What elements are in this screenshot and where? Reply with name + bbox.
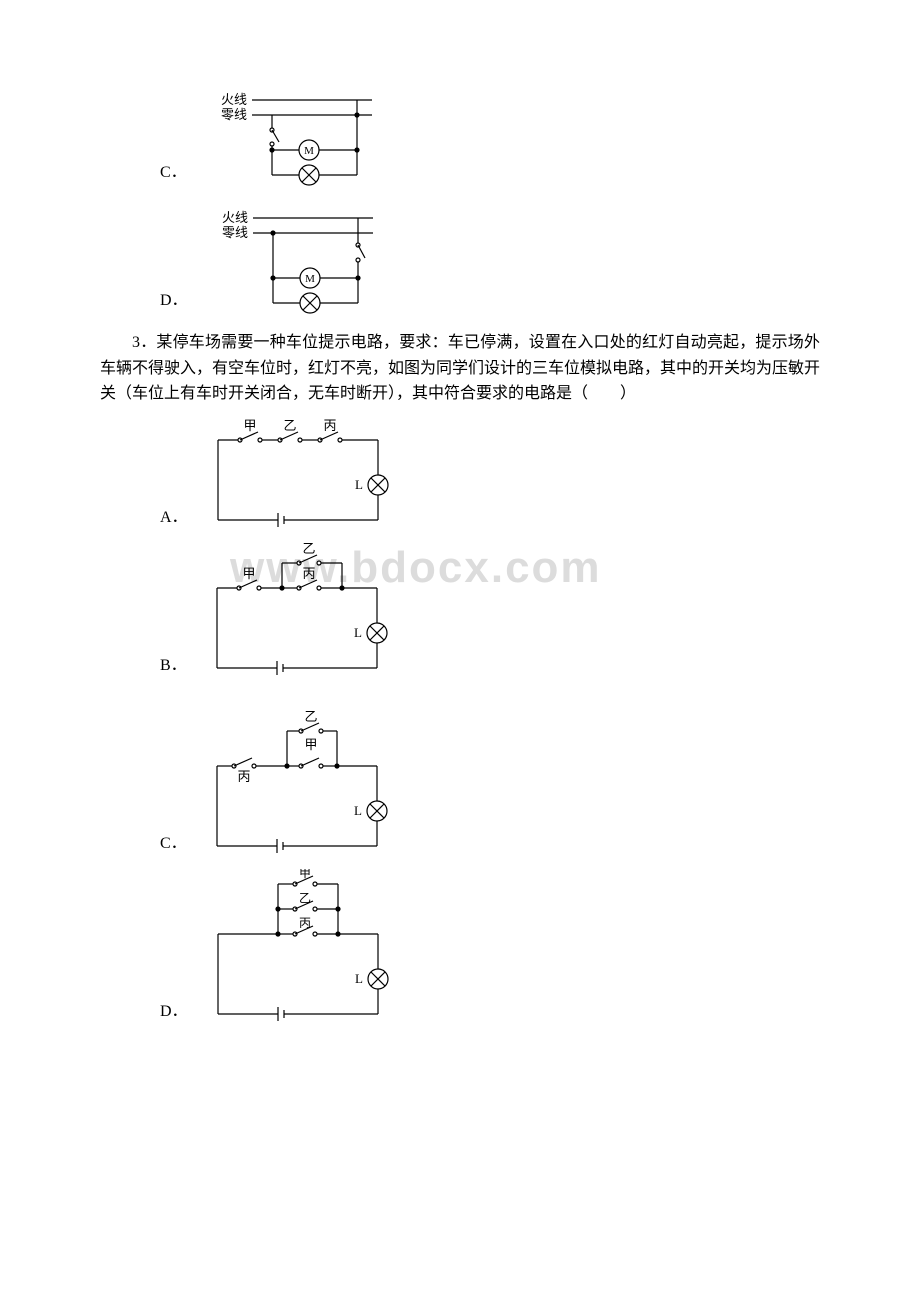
svg-text:M: M: [305, 273, 315, 285]
q3-diagram-a: 甲 乙 丙 L: [198, 415, 398, 535]
q3-label-c: C．: [160, 831, 187, 861]
live-label: 火线: [222, 210, 248, 225]
question3-text: 3．某停车场需要一种车位提示电路，要求：车已停满，设置在入口处的红灯自动亮起，提…: [100, 330, 820, 407]
svg-text:L: L: [355, 477, 363, 492]
svg-text:L: L: [355, 971, 363, 986]
svg-text:乙: 乙: [299, 891, 311, 905]
svg-text:甲: 甲: [242, 566, 255, 581]
svg-text:甲: 甲: [304, 737, 317, 752]
q3-label-b: B．: [160, 653, 187, 683]
svg-text:丙: 丙: [237, 769, 250, 784]
svg-text:乙: 乙: [302, 543, 315, 556]
q3-diagram-d: 甲 乙 丙: [198, 869, 398, 1029]
svg-text:乙: 乙: [283, 418, 296, 433]
svg-text:L: L: [354, 625, 362, 640]
neutral-label: 零线: [222, 225, 248, 240]
q3-option-a: A． 甲 乙: [100, 415, 820, 535]
svg-text:M: M: [304, 145, 314, 157]
svg-text:甲: 甲: [243, 418, 256, 433]
neutral-label: 零线: [221, 107, 247, 122]
q3-option-d: D． 甲: [100, 869, 820, 1029]
q3-label-d: D．: [160, 999, 188, 1029]
svg-text:丙: 丙: [323, 418, 336, 433]
q3-diagram-b: 甲 乙 丙: [197, 543, 397, 683]
wiring-option-d: D． 火线 零线 M: [100, 198, 820, 318]
svg-text:乙: 乙: [304, 711, 317, 724]
live-label: 火线: [221, 92, 247, 107]
svg-text:丙: 丙: [302, 566, 315, 581]
q3-label-a: A．: [160, 505, 188, 535]
svg-text:L: L: [354, 803, 362, 818]
wiring-option-c: C． 火线 零线 M: [100, 80, 820, 190]
wiring-diagram-c: 火线 零线 M: [197, 80, 377, 190]
svg-text:丙: 丙: [299, 916, 311, 930]
wiring-diagram-d: 火线 零线 M: [198, 198, 378, 318]
q3-option-b: B． 甲 乙: [100, 543, 820, 683]
q3-option-c: C． 丙 乙: [100, 711, 820, 861]
option-label-c: C．: [160, 160, 187, 190]
option-label-d: D．: [160, 288, 188, 318]
svg-text:甲: 甲: [299, 869, 311, 880]
q3-diagram-c: 丙 乙 甲: [197, 711, 397, 861]
